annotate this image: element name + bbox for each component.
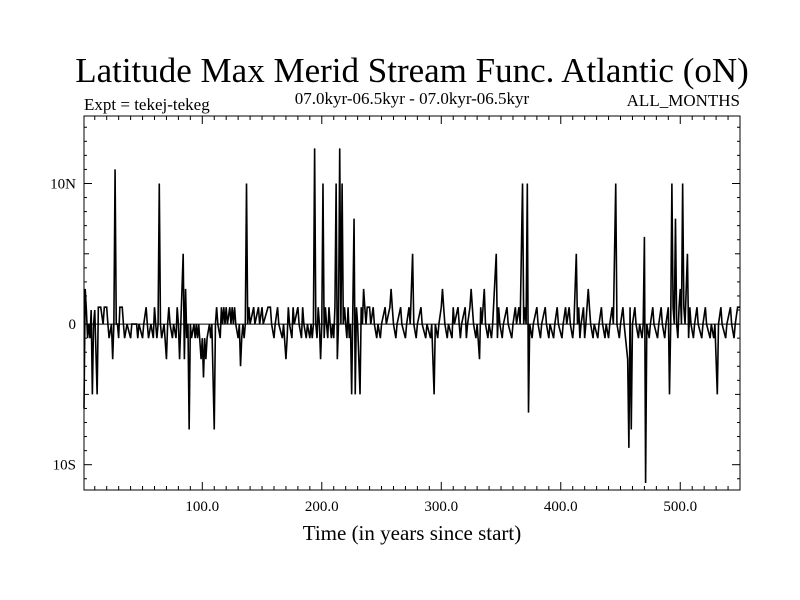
x-tick-label: 100.0	[185, 499, 219, 515]
x-axis-ticks: 100.0 200.0 300.0 400.0 500.0	[94, 116, 741, 515]
chart-title: Latitude Max Merid Stream Func. Atlantic…	[75, 51, 749, 90]
x-tick-label: 200.0	[305, 499, 339, 515]
y-tick-label: 0	[69, 317, 77, 333]
series-line	[83, 148, 740, 483]
months-label: ALL_MONTHS	[627, 91, 740, 110]
period-label: 07.0kyr-06.5kyr - 07.0kyr-06.5kyr	[295, 89, 530, 108]
x-tick-label: 300.0	[424, 499, 458, 515]
experiment-label: Expt = tekej-tekeg	[84, 95, 210, 114]
plot-frame	[83, 115, 741, 491]
y-axis-ticks: 10N 0 10S	[50, 126, 740, 480]
y-tick-label: 10S	[53, 458, 76, 474]
y-tick-label: 10N	[50, 176, 76, 192]
x-tick-label: 400.0	[544, 499, 578, 515]
x-axis-label: Time (in years since start)	[303, 521, 522, 545]
x-tick-label: 500.0	[663, 499, 697, 515]
